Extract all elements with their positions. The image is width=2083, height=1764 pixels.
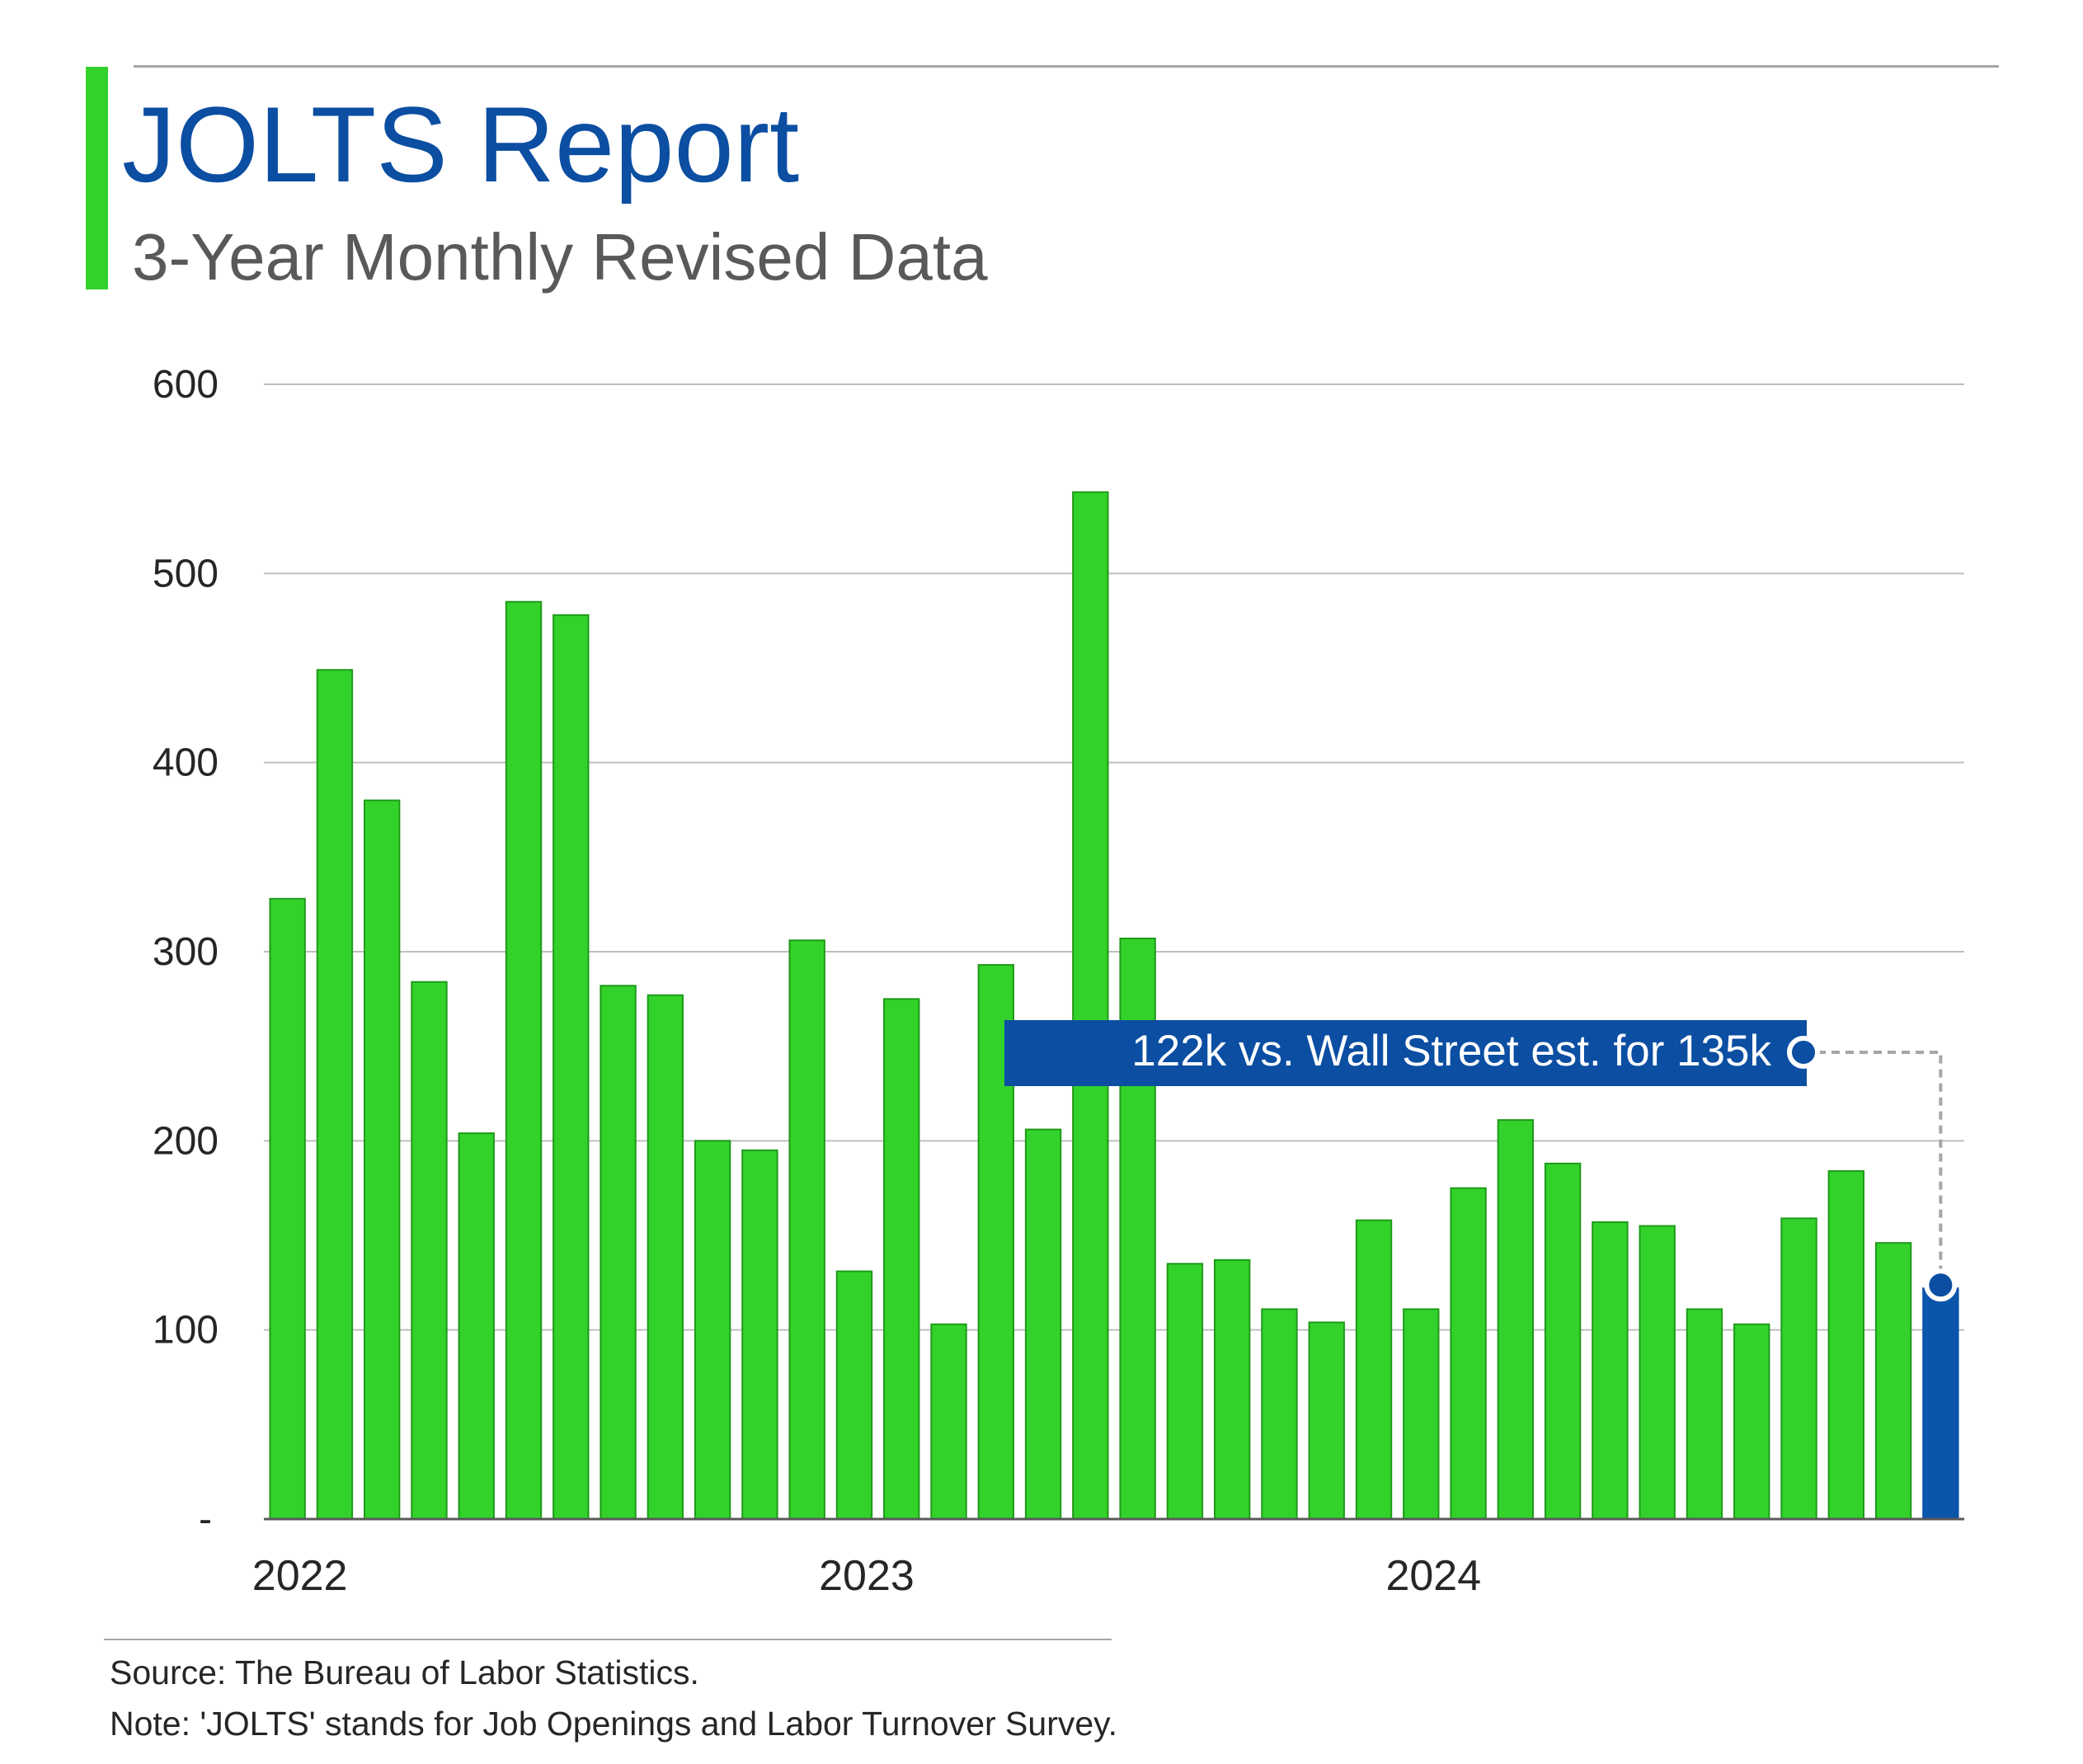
top-rule xyxy=(134,65,1999,68)
x-tick-label: 2023 xyxy=(819,1552,915,1600)
y-tick-label: 400 xyxy=(153,741,219,785)
y-tick-label: 300 xyxy=(153,930,219,974)
annotation-text: 122k vs. Wall Street est. for 135k xyxy=(1131,1027,1771,1075)
bar xyxy=(600,985,637,1520)
y-tick-label: 200 xyxy=(153,1119,219,1163)
x-tick-label: 2022 xyxy=(252,1552,348,1600)
y-tick-label: 500 xyxy=(153,552,219,595)
bar xyxy=(1544,1162,1582,1521)
y-tick-label: 600 xyxy=(153,363,219,407)
source-note: Source: The Bureau of Labor Statistics. xyxy=(110,1653,699,1691)
bar xyxy=(1308,1321,1345,1520)
chart-subtitle: 3-Year Monthly Revised Data xyxy=(132,220,988,294)
bar xyxy=(1780,1217,1817,1520)
jolts-definition-note: Note: 'JOLTS' stands for Job Openings an… xyxy=(110,1705,1117,1743)
annotation-target-dot xyxy=(1924,1268,1958,1302)
bar xyxy=(1639,1225,1676,1520)
bar xyxy=(1733,1323,1770,1520)
bar xyxy=(930,1323,967,1520)
chart-title: JOLTS Report xyxy=(122,84,800,205)
bar xyxy=(647,994,684,1521)
annotation-leader-line xyxy=(1817,1051,1943,1272)
y-axis-labels: - 100 200 300 400 500 600 xyxy=(153,363,219,1541)
x-axis-labels: 2022 2023 2024 xyxy=(252,1552,1481,1600)
bar xyxy=(505,600,543,1521)
bar xyxy=(883,998,920,1521)
bar xyxy=(835,1270,873,1521)
footer-rule xyxy=(104,1639,1112,1640)
bar xyxy=(1450,1187,1487,1520)
bar xyxy=(1166,1263,1204,1521)
y-tick-label: - xyxy=(199,1498,212,1541)
bar xyxy=(1403,1308,1440,1520)
grid-lines xyxy=(264,383,1964,1331)
bar xyxy=(1827,1170,1864,1520)
bar xyxy=(1874,1242,1912,1520)
bar xyxy=(411,981,448,1520)
x-tick-label: 2024 xyxy=(1385,1552,1481,1600)
bar xyxy=(694,1140,731,1521)
bar xyxy=(1686,1308,1723,1520)
bar xyxy=(269,897,306,1520)
bar xyxy=(788,939,825,1520)
bar xyxy=(1024,1128,1062,1521)
y-tick-label: 100 xyxy=(153,1309,219,1352)
annotation-callout: 122k vs. Wall Street est. for 135k xyxy=(1004,1020,1958,1302)
bar-highlight xyxy=(1922,1287,1959,1521)
title-accent-bar xyxy=(86,67,108,289)
bar xyxy=(741,1149,778,1521)
bar xyxy=(316,669,354,1520)
bar xyxy=(552,614,590,1521)
bar xyxy=(1592,1221,1629,1520)
bar xyxy=(1497,1119,1535,1521)
annotation-start-dot xyxy=(1787,1036,1820,1069)
bar xyxy=(1261,1308,1298,1520)
annotation-box xyxy=(1004,1020,1807,1086)
bar xyxy=(1355,1219,1393,1520)
bar xyxy=(458,1132,495,1521)
jolts-bar-chart: - 100 200 300 400 500 600 2022 2023 2024 122k vs… xyxy=(153,363,1964,1600)
bar xyxy=(1072,491,1109,1520)
bar xyxy=(1214,1258,1251,1521)
bars xyxy=(269,491,1959,1521)
bar xyxy=(364,799,401,1520)
